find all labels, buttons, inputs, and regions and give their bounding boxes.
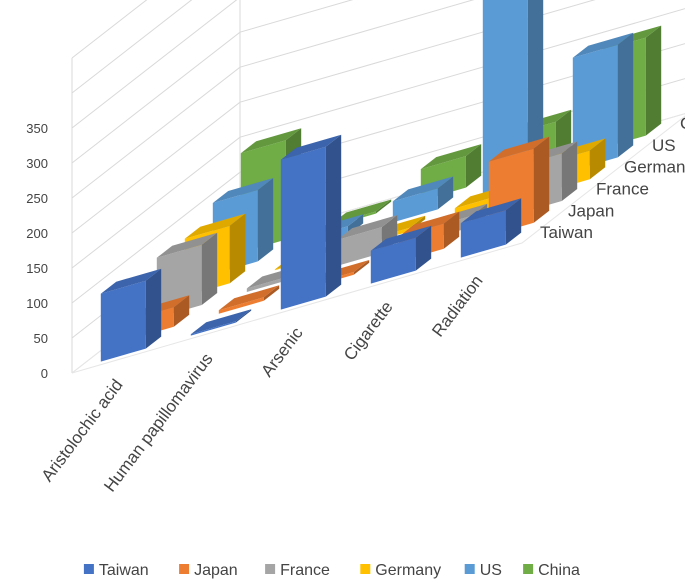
y-tick-label: 250 bbox=[26, 191, 48, 206]
bar-us-2 bbox=[392, 176, 454, 223]
legend-label: China bbox=[538, 562, 580, 579]
y-tick-label: 200 bbox=[26, 226, 48, 241]
category-label: Cigarette bbox=[340, 298, 397, 365]
legend-swatch bbox=[179, 564, 190, 574]
category-label: Arsenic bbox=[257, 323, 307, 380]
legend-item: Germany bbox=[360, 562, 441, 579]
legend-label: France bbox=[280, 562, 330, 579]
legend-label: US bbox=[480, 562, 502, 579]
legend-label: Japan bbox=[194, 562, 238, 579]
legend-swatch bbox=[523, 564, 534, 574]
legend-label: Germany bbox=[375, 562, 441, 579]
series-depth-labels: Taiwan Japan France Germany US China bbox=[540, 114, 685, 242]
category-label: Radiation bbox=[428, 272, 486, 341]
bar-us-4 bbox=[572, 32, 634, 171]
bar-taiwan-3 bbox=[370, 225, 432, 284]
legend: Taiwan Japan France Germany US China bbox=[83, 562, 580, 579]
y-tick-label: 300 bbox=[26, 156, 48, 171]
depth-label: Germany bbox=[624, 158, 685, 177]
legend-swatch bbox=[464, 564, 475, 574]
legend-swatch bbox=[265, 564, 276, 574]
legend-item: US bbox=[464, 562, 502, 579]
depth-label: France bbox=[596, 180, 649, 199]
y-tick-label: 350 bbox=[26, 121, 48, 136]
legend-item: France bbox=[265, 562, 330, 579]
bars bbox=[100, 0, 662, 362]
depth-label: China bbox=[680, 114, 685, 133]
y-tick-label: 50 bbox=[34, 331, 48, 346]
y-tick-label: 100 bbox=[26, 296, 48, 311]
legend-swatch bbox=[83, 564, 94, 574]
legend-label: Taiwan bbox=[99, 562, 149, 579]
legend-item: China bbox=[523, 562, 580, 579]
bar-taiwan-2 bbox=[280, 134, 342, 310]
depth-label: US bbox=[652, 136, 676, 155]
y-tick-label: 150 bbox=[26, 261, 48, 276]
bar-taiwan-0 bbox=[100, 268, 162, 362]
gridline bbox=[71, 0, 238, 129]
y-tick-label: 0 bbox=[41, 366, 48, 381]
category-label: Human papillomavirus bbox=[100, 350, 216, 496]
gridline bbox=[71, 0, 148, 59]
gridline bbox=[71, 0, 193, 94]
legend-item: Japan bbox=[179, 562, 238, 579]
y-axis-tick-labels: 0 50 100 150 200 250 300 350 bbox=[26, 121, 48, 381]
bar-france-0 bbox=[156, 232, 218, 318]
legend-item: Taiwan bbox=[83, 562, 149, 579]
legend-swatch bbox=[360, 564, 371, 574]
bar-taiwan-1 bbox=[190, 309, 252, 336]
bar-japan-1 bbox=[218, 285, 280, 314]
depth-label: Taiwan bbox=[540, 223, 593, 242]
bar-taiwan-4 bbox=[460, 198, 522, 258]
depth-label: Japan bbox=[568, 201, 614, 220]
